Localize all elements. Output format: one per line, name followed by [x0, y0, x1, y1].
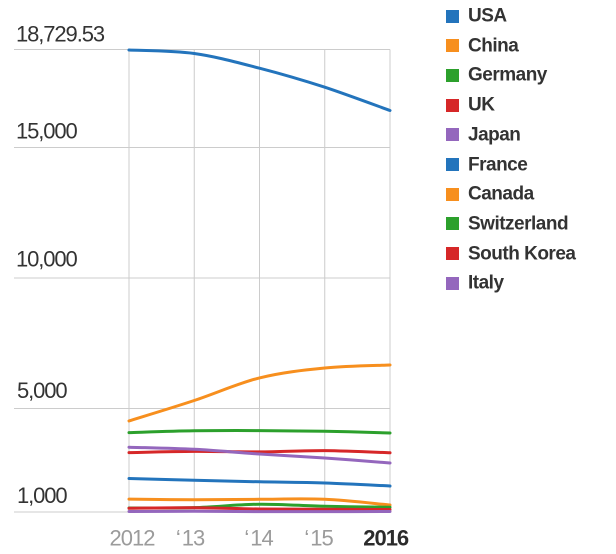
svg-text:2016: 2016: [363, 525, 409, 550]
svg-text:2012: 2012: [110, 525, 156, 550]
svg-text:‘14: ‘14: [244, 525, 273, 550]
svg-text:10,000: 10,000: [16, 247, 78, 272]
svg-text:‘15: ‘15: [304, 525, 333, 550]
svg-text:1,000: 1,000: [17, 483, 67, 508]
svg-text:5,000: 5,000: [17, 378, 67, 403]
svg-text:18,729.53: 18,729.53: [16, 22, 105, 47]
svg-text:‘13: ‘13: [176, 525, 205, 550]
svg-text:15,000: 15,000: [16, 119, 78, 144]
